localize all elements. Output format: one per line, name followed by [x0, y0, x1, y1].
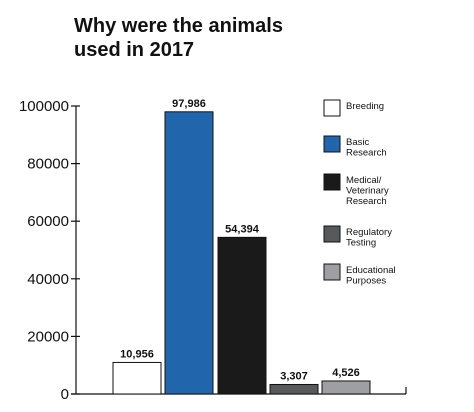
data-label: 54,394: [225, 223, 260, 235]
bar: [164, 111, 214, 395]
legend-label: Regulatory: [346, 227, 392, 238]
legend-label: Research: [346, 196, 387, 207]
y-tick-label: 80000: [27, 156, 69, 173]
bar: [269, 383, 319, 395]
data-label: 4,526: [332, 367, 360, 379]
legend-swatch: [323, 99, 341, 117]
y-tick-label: 40000: [27, 271, 69, 288]
data-label: 10,956: [120, 348, 154, 360]
legend-swatch: [323, 135, 341, 153]
y-tick-label: 100000: [19, 98, 69, 115]
bar: [321, 380, 371, 395]
legend: BreedingBasicResearchMedical/VeterinaryR…: [323, 99, 396, 287]
bar: [217, 236, 267, 395]
chart-title: Why were the animals used in 2017: [74, 15, 283, 61]
legend-label: Veterinary: [346, 186, 389, 197]
legend-item: Breeding: [323, 99, 384, 117]
y-tick-label: 60000: [27, 213, 69, 230]
bar: [112, 361, 162, 395]
legend-swatch: [323, 225, 341, 243]
legend-label: Breeding: [346, 101, 384, 112]
legend-label: Educational: [346, 265, 396, 276]
legend-swatch: [323, 173, 341, 191]
bars-group: [112, 111, 371, 395]
data-label: 97,986: [172, 98, 206, 110]
legend-label: Testing: [346, 238, 376, 249]
value-labels-group: 10,956 97,986 54,394 3,307 4,526: [120, 98, 360, 383]
legend-label: Medical/: [346, 175, 382, 186]
y-tick-label: 20000: [27, 328, 69, 345]
legend-label: Research: [346, 148, 387, 159]
legend-swatch: [323, 263, 341, 281]
data-label: 3,307: [280, 370, 308, 382]
legend-label: Basic: [346, 137, 369, 148]
y-tick-label: 0: [61, 386, 69, 403]
legend-label: Purposes: [346, 276, 386, 287]
